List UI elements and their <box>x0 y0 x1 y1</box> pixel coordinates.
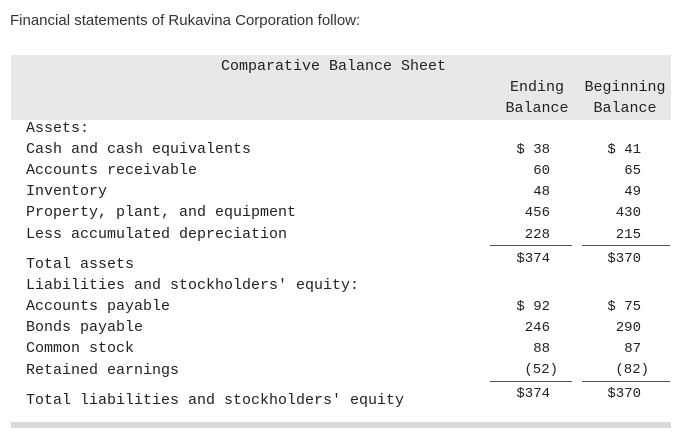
beginning-ppe: 430 <box>615 205 641 221</box>
ending-ppe: 456 <box>524 205 550 221</box>
table-header <box>11 55 671 120</box>
column-header-beginning-line2: Balance <box>593 100 657 117</box>
beginning-retained-earnings: (82) <box>615 362 649 378</box>
row-label-accounts-payable: Accounts payable <box>26 298 171 315</box>
ending-retained-earnings: (52) <box>524 362 558 378</box>
intro-text: Financial statements of Rukavina Corpora… <box>10 12 361 29</box>
ending-common-stock: 88 <box>533 341 550 357</box>
row-label-cash: Cash and cash equivalents <box>26 141 252 158</box>
assets-heading: Assets: <box>26 120 90 137</box>
row-label-total-liabilities-equity: Total liabilities and stockholders' equi… <box>26 392 405 409</box>
ending-total-liabilities-equity: $374 <box>516 386 550 402</box>
column-header-beginning-line1: Beginning <box>584 79 666 96</box>
row-label-depreciation: Less accumulated depreciation <box>26 226 288 243</box>
beginning-accounts-payable: $ 75 <box>607 299 641 315</box>
beginning-cash: $ 41 <box>607 142 641 158</box>
beginning-total-liabilities-equity: $370 <box>607 386 641 402</box>
column-header-ending: Ending Balance <box>500 77 574 119</box>
ending-accounts-payable: $ 92 <box>516 299 550 315</box>
ending-accounts-receivable: 60 <box>533 163 550 179</box>
subtotal-rule-beginning-2 <box>582 381 670 382</box>
row-label-retained-earnings: Retained earnings <box>26 362 180 379</box>
beginning-depreciation: 215 <box>615 227 641 243</box>
beginning-inventory: 49 <box>624 184 641 200</box>
column-header-ending-line1: Ending <box>509 79 564 96</box>
row-label-common-stock: Common stock <box>26 340 135 357</box>
column-header-beginning: Beginning Balance <box>580 77 670 119</box>
row-label-total-assets: Total assets <box>26 256 135 273</box>
beginning-total-assets: $370 <box>607 251 641 267</box>
column-header-ending-line2: Balance <box>505 100 569 117</box>
table-footer-bar <box>11 422 671 428</box>
ending-bonds-payable: 246 <box>524 320 550 336</box>
liabilities-heading: Liabilities and stockholders' equity: <box>26 277 360 294</box>
subtotal-rule-ending-2 <box>490 381 572 382</box>
ending-inventory: 48 <box>533 184 550 200</box>
row-label-accounts-receivable: Accounts receivable <box>26 162 198 179</box>
ending-depreciation: 228 <box>524 227 550 243</box>
ending-cash: $ 38 <box>516 142 550 158</box>
subtotal-rule-beginning <box>582 245 670 246</box>
sheet-title: Comparative Balance Sheet <box>221 58 447 75</box>
beginning-accounts-receivable: 65 <box>624 163 641 179</box>
ending-total-assets: $374 <box>516 251 550 267</box>
row-label-bonds-payable: Bonds payable <box>26 319 144 336</box>
beginning-common-stock: 87 <box>624 341 641 357</box>
row-label-inventory: Inventory <box>26 183 108 200</box>
row-label-ppe: Property, plant, and equipment <box>26 204 297 221</box>
subtotal-rule-ending <box>490 245 572 246</box>
beginning-bonds-payable: 290 <box>615 320 641 336</box>
